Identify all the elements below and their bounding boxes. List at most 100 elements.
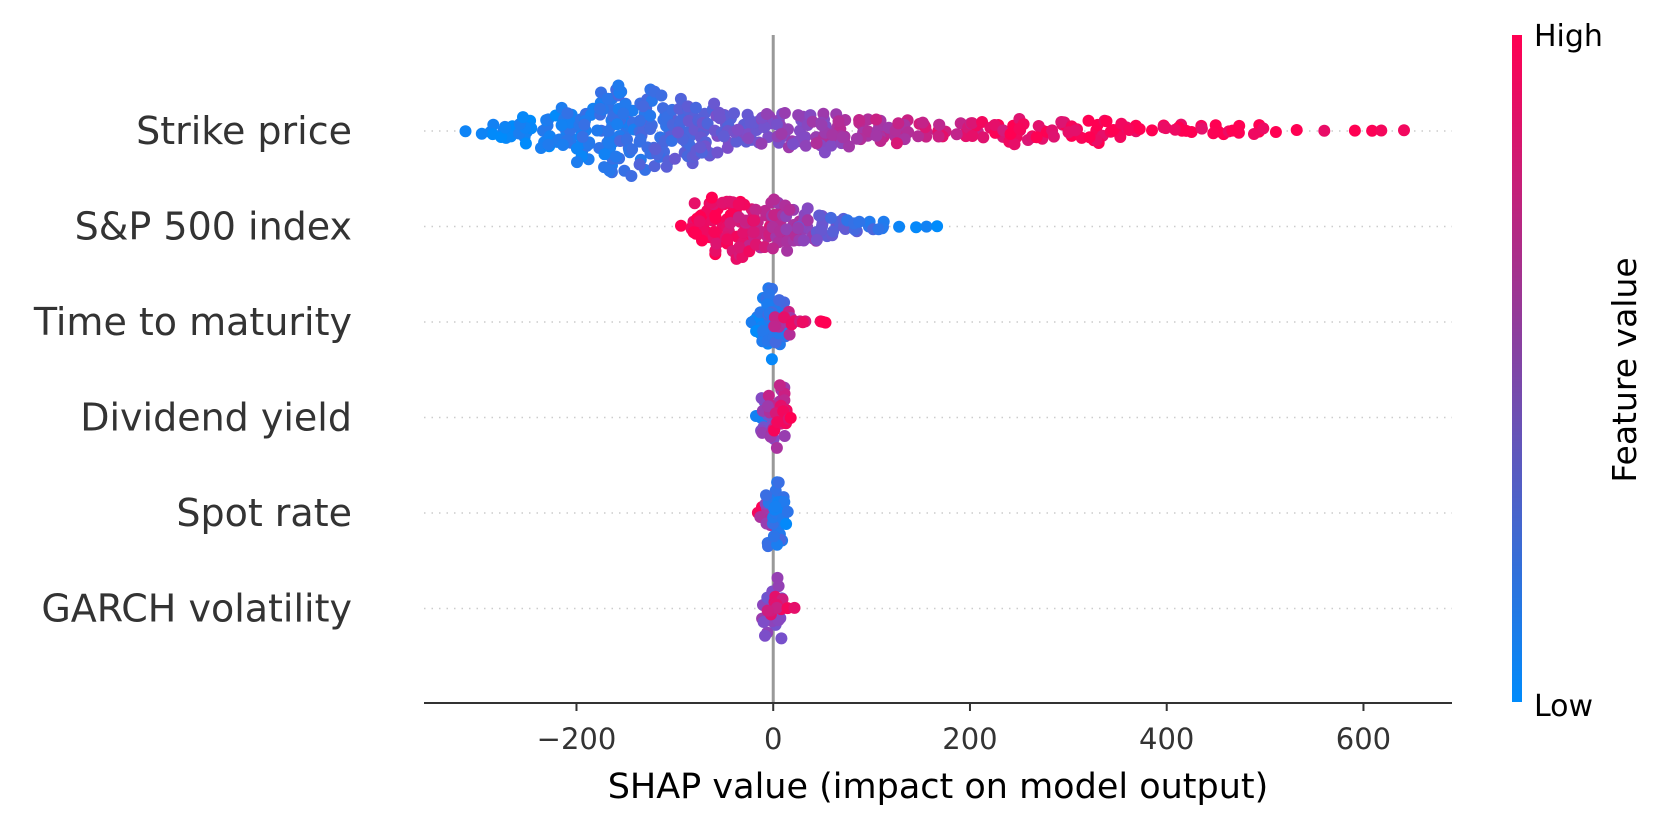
shap-point — [1269, 126, 1282, 138]
shap-point — [688, 197, 701, 210]
shap-point — [783, 203, 796, 216]
x-axis-ticks: −200 0 200 400 600 — [537, 703, 1391, 756]
shap-point — [633, 158, 646, 171]
shap-point — [634, 133, 647, 146]
shap-point — [792, 109, 805, 122]
shap-point — [708, 225, 721, 238]
colorbar-high-label: High — [1534, 19, 1603, 54]
shap-point — [602, 136, 615, 149]
shap-point — [625, 170, 638, 182]
shap-point — [825, 139, 838, 152]
shap-point — [826, 128, 839, 141]
shap-point — [612, 79, 625, 92]
shap-point — [1013, 122, 1026, 135]
shap-point — [784, 411, 797, 424]
shap-point — [611, 118, 624, 131]
x-tick-label: −200 — [537, 722, 617, 756]
shap-point — [495, 131, 508, 143]
shap-point — [748, 214, 761, 227]
shap-point — [721, 141, 734, 154]
shap-point — [824, 211, 837, 224]
shap-point — [890, 137, 903, 150]
shap-point — [674, 92, 687, 105]
shap-point — [1226, 124, 1239, 137]
shap-point — [931, 220, 944, 233]
shap-point — [853, 114, 866, 126]
x-axis-title: SHAP value (impact on model output) — [608, 767, 1269, 807]
shap-point — [761, 604, 774, 617]
shap-point — [916, 116, 929, 129]
shap-point — [555, 119, 568, 132]
shap-point — [772, 476, 785, 489]
shap-point — [912, 130, 925, 143]
shap-point — [778, 496, 791, 508]
shap-point — [1207, 127, 1220, 140]
shap-point — [603, 164, 616, 177]
shap-point — [1318, 124, 1331, 137]
shap-point — [792, 222, 804, 235]
shap-point — [578, 118, 591, 131]
shap-point — [778, 430, 791, 442]
shap-point — [768, 320, 781, 333]
beeswarm-dots — [459, 79, 1410, 645]
shap-point — [781, 505, 794, 518]
shap-point — [758, 121, 771, 134]
colorbar-title: Feature value — [1605, 257, 1644, 482]
feature-label: Spot rate — [176, 491, 352, 535]
shap-point — [601, 92, 614, 105]
shap-point — [815, 224, 827, 237]
shap-point — [759, 629, 771, 642]
shap-point — [689, 101, 702, 114]
shap-point — [801, 202, 814, 215]
shap-point — [773, 294, 786, 307]
shap-point — [771, 571, 784, 584]
shap-point — [966, 117, 979, 130]
shap-point — [682, 114, 695, 127]
shap-point — [1366, 124, 1379, 137]
shap-point — [709, 212, 722, 225]
shap-point — [1047, 130, 1060, 143]
shap-point — [711, 146, 724, 159]
shap-point — [853, 215, 866, 228]
shap-point — [1290, 124, 1303, 136]
colorbar — [1512, 35, 1522, 702]
shap-point — [1169, 123, 1182, 136]
shap-point — [1032, 120, 1045, 132]
shap-point — [708, 97, 721, 110]
x-tick-label: 0 — [764, 722, 782, 756]
shap-point — [1257, 122, 1270, 135]
shap-point — [717, 130, 730, 143]
shap-point — [769, 500, 782, 513]
shap-point — [1348, 124, 1361, 137]
shap-point — [598, 148, 611, 161]
shap-point — [619, 98, 632, 111]
feature-labels: Strike price S&P 500 index Time to maturit… — [33, 109, 352, 631]
shap-point — [810, 233, 823, 246]
shap-point — [780, 518, 793, 530]
shap-point — [933, 118, 946, 131]
shap-point — [1082, 114, 1095, 127]
shap-point — [730, 135, 743, 148]
shap-point — [799, 139, 812, 152]
shap-point — [783, 328, 796, 341]
shap-point — [870, 113, 883, 126]
shap-point — [1180, 124, 1193, 137]
shap-point — [797, 234, 810, 247]
shap-point — [732, 198, 745, 211]
shap-point — [768, 311, 781, 324]
shap-point — [655, 89, 668, 102]
shap-point — [801, 214, 814, 227]
shap-point — [870, 129, 883, 142]
feature-label: Time to maturity — [33, 300, 352, 344]
shap-point — [710, 237, 723, 250]
shap-point — [1123, 124, 1136, 136]
shap-point — [576, 130, 589, 143]
shap-point — [771, 416, 784, 429]
shap-point — [950, 128, 963, 141]
shap-point — [557, 139, 569, 151]
feature-label: Dividend yield — [80, 396, 352, 440]
shap-point — [672, 126, 684, 139]
shap-point — [621, 133, 633, 146]
shap-point — [769, 336, 782, 349]
shap-point — [571, 156, 583, 169]
